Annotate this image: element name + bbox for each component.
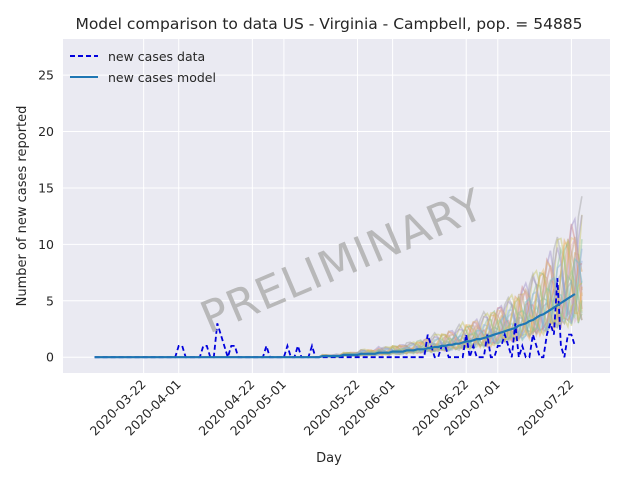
y-tick-label: 0 — [46, 350, 54, 365]
grid — [63, 39, 610, 373]
legend-label-data: new cases data — [108, 49, 205, 64]
y-tick-label: 15 — [38, 180, 54, 195]
model-series-line — [94, 293, 576, 359]
x-tick-label: 2020-07-22 — [515, 377, 577, 439]
y-tick-label: 25 — [38, 68, 54, 83]
series-layer — [94, 278, 576, 361]
y-axis-label: Number of new cases reported — [15, 106, 30, 307]
y-tick-label: 20 — [38, 124, 54, 139]
chart-title: Model comparison to data US - Virginia -… — [75, 15, 582, 33]
x-axis-label: Day — [316, 451, 342, 466]
legend-label-model: new cases model — [108, 70, 216, 85]
y-ticks: 0 5 10 15 20 25 — [38, 68, 54, 365]
plot-area — [63, 39, 610, 373]
y-tick-label: 10 — [38, 237, 54, 252]
y-tick-label: 5 — [46, 293, 54, 308]
legend: new cases data new cases model — [70, 49, 216, 85]
